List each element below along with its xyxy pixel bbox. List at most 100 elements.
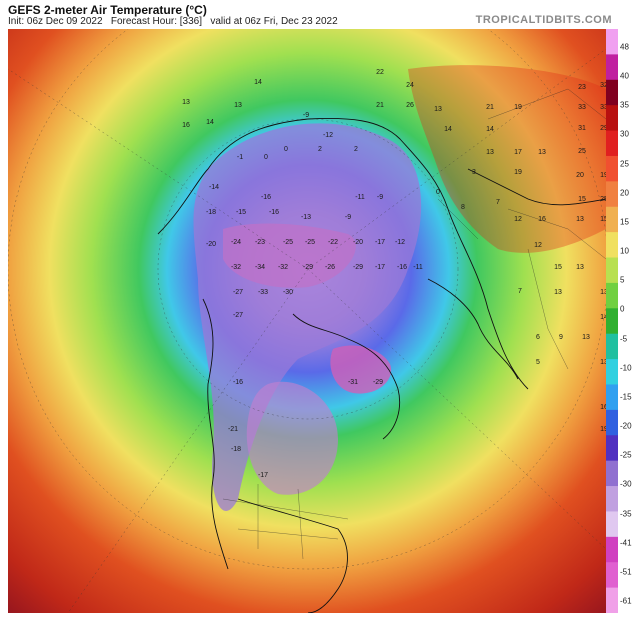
temperature-value: 13	[434, 106, 442, 113]
temperature-value: -31	[348, 379, 358, 386]
colorbar-swatch	[606, 409, 618, 436]
colorbar-label: -10	[620, 363, 632, 373]
temperature-value: -9	[345, 214, 351, 221]
temperature-value: -18	[206, 209, 216, 216]
temperature-value: -17	[375, 239, 385, 246]
colorbar-swatch	[606, 562, 618, 589]
temperature-value: 15	[554, 264, 562, 271]
temperature-value: 14	[444, 126, 452, 133]
temperature-value: 13	[182, 99, 190, 106]
temperature-value: -18	[231, 446, 241, 453]
temperature-value: 14	[206, 119, 214, 126]
temperature-value: -15	[236, 209, 246, 216]
temperature-value: 29	[600, 125, 606, 132]
temperature-value: 25	[600, 196, 606, 203]
temperature-value: 7	[518, 288, 522, 295]
temperature-value: -22	[328, 239, 338, 246]
temperature-value: 24	[406, 82, 414, 89]
temperature-value: 2	[354, 146, 358, 153]
extreme-cold-canada	[246, 381, 338, 495]
coastlines	[157, 117, 606, 613]
header: GEFS 2-meter Air Temperature (°C) Init: …	[0, 0, 640, 30]
colorbar-swatch	[606, 511, 618, 538]
temperature-value: -32	[231, 264, 241, 271]
temperature-value: -24	[231, 239, 241, 246]
temperature-value: -33	[258, 289, 268, 296]
temperature-value: 0	[436, 189, 440, 196]
temperature-value: -21	[228, 426, 238, 433]
temperature-value: 9	[559, 334, 563, 341]
temperature-value: -17	[258, 472, 268, 479]
temperature-value: 14	[600, 314, 606, 321]
temperature-value: -16	[233, 379, 243, 386]
temperature-value: -23	[255, 239, 265, 246]
temperature-value: -20	[206, 241, 216, 248]
colorbar-swatch	[606, 232, 618, 259]
temperature-value: 0	[264, 154, 268, 161]
extreme-cold-siberia	[223, 223, 356, 288]
temperature-value: -26	[325, 264, 335, 271]
colorbar-label: 0	[620, 304, 625, 314]
temperature-map: 14 13 14 16 13 0 2 2 -1 0 -9 -12 -18 -15 -16 -13 -9 -11 -9…	[8, 29, 606, 613]
colorbar-label: -20	[620, 421, 632, 431]
colorbar-label: -25	[620, 450, 632, 460]
temperature-value: 13	[582, 334, 590, 341]
colorbar-label: 40	[620, 71, 629, 81]
colorbar-swatch	[606, 435, 618, 462]
temperature-value: 23	[578, 84, 586, 91]
temperature-value: 13	[576, 216, 584, 223]
temperature-value: 0	[284, 146, 288, 153]
temperature-value: -17	[375, 264, 385, 271]
temperature-value: 31	[578, 125, 586, 132]
temperature-value: 13	[486, 149, 494, 156]
colorbar-label: 35	[620, 100, 629, 110]
colorbar-swatch	[606, 587, 618, 613]
temperature-value: -29	[353, 264, 363, 271]
temperature-value: 25	[578, 148, 586, 155]
colorbar-label: -61	[620, 596, 632, 606]
temperature-value: -9	[377, 194, 383, 201]
temperature-value: 33	[578, 104, 586, 111]
temperature-value: 2	[318, 146, 322, 153]
temperature-value: 21	[486, 104, 494, 111]
temperature-value: -27	[233, 289, 243, 296]
temperature-value: 13	[538, 149, 546, 156]
colorbar-swatch	[606, 54, 618, 81]
colorbar-label: 48	[620, 42, 629, 52]
temperature-value: -16	[261, 194, 271, 201]
colorbar-label: -41	[620, 538, 632, 548]
colorbar-swatch	[606, 130, 618, 157]
temperature-value: 12	[514, 216, 522, 223]
temperature-value: -9	[303, 112, 309, 119]
temperature-value: 21	[376, 102, 384, 109]
colorbar	[606, 29, 618, 613]
colorbar-swatch	[606, 359, 618, 385]
temperature-value: 13	[554, 289, 562, 296]
colorbar-label: 15	[620, 217, 629, 227]
colorbar-swatch	[606, 486, 618, 512]
temperature-value: -25	[305, 239, 315, 246]
colorbar-label: 5	[620, 275, 625, 285]
colorbar-swatch	[606, 333, 618, 360]
map-title: GEFS 2-meter Air Temperature (°C)	[8, 3, 207, 17]
temperature-value: 19	[514, 104, 522, 111]
colorbar-swatch	[606, 155, 618, 182]
colorbar-label: -15	[620, 392, 632, 402]
temperature-value: -29	[303, 264, 313, 271]
colorbar-label: 20	[620, 188, 629, 198]
temperature-value: -16	[269, 209, 279, 216]
colorbar-labels: 48 40 35 30 25 20 15 10 5 0 -5 -10 -15 -20 -25 -30 -35 -4…	[620, 29, 640, 613]
temperature-value: -12	[323, 132, 333, 139]
temperature-value: 15	[600, 216, 606, 223]
temperature-value: 7	[496, 199, 500, 206]
temperature-value: 5	[536, 359, 540, 366]
colorbar-label: -5	[620, 334, 628, 344]
temperature-value: -14	[209, 184, 219, 191]
temperature-value: 26	[406, 102, 414, 109]
temperature-value: 3	[472, 169, 476, 176]
temperature-value: 20	[576, 172, 584, 179]
temperature-value: 14	[486, 126, 494, 133]
colorbar-swatch	[606, 536, 618, 563]
temperature-value: -29	[373, 379, 383, 386]
temperature-value: 6	[536, 334, 540, 341]
